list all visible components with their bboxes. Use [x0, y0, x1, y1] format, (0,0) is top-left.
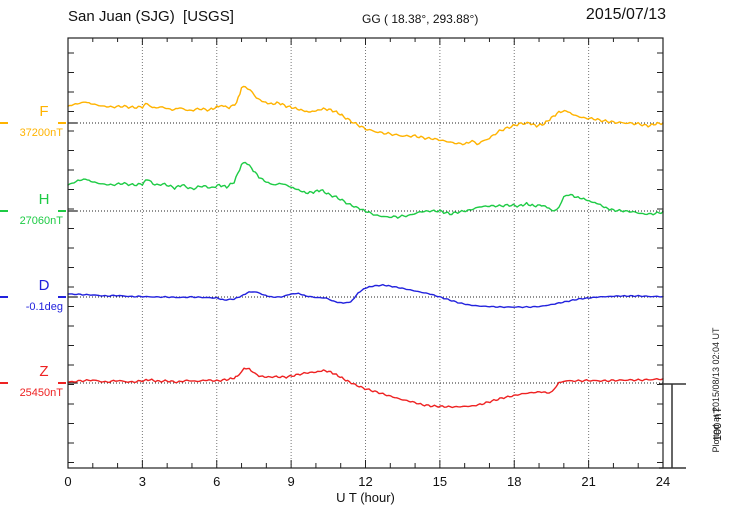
series-letter-F: F: [39, 103, 49, 120]
trace-H: [67, 161, 664, 219]
x-tick-label-18: 18: [507, 474, 521, 489]
vertical-gridlines: [141, 38, 590, 468]
series-baseline-value-D: -0.1deg: [25, 301, 63, 313]
series-letter-H: H: [38, 191, 50, 208]
x-tick-label-24: 24: [656, 474, 670, 489]
x-tick-label-3: 3: [139, 474, 146, 489]
axis-ticks: [68, 38, 663, 468]
x-tick-label-21: 21: [581, 474, 595, 489]
series-baseline-value-H: 27060nT: [19, 215, 63, 227]
date-label: 2015/07/13: [585, 6, 666, 23]
plot-frame: [67, 37, 664, 469]
x-tick-label-6: 6: [213, 474, 220, 489]
x-axis-label: U T (hour): [336, 490, 395, 505]
series-baseline-value-Z: 25450nT: [19, 387, 63, 399]
x-tick-label-15: 15: [433, 474, 447, 489]
trace-F: [67, 85, 664, 146]
series-letter-Z: Z: [39, 363, 49, 380]
scale-bar-label: 100 nT 0.5 deg: [681, 399, 724, 449]
x-tick-label-9: 9: [288, 474, 295, 489]
station-title: San Juan (SJG) [USGS]: [68, 8, 234, 25]
plotted-timestamp-note: Plotted at 2015/08/13 02:04 UT: [711, 327, 721, 453]
scale-bar: [659, 383, 686, 469]
series-letter-D: D: [38, 277, 50, 294]
trace-Z: [67, 367, 664, 409]
x-tick-label-12: 12: [358, 474, 372, 489]
x-tick-labels: 0 3 6 9 12 15 18 21 24: [64, 474, 670, 489]
x-tick-label-0: 0: [64, 474, 71, 489]
series-baseline-value-F: 37200nT: [19, 127, 63, 139]
geographic-coords-label: GG ( 18.38°, 293.88°): [362, 12, 479, 26]
trace-D: [67, 283, 664, 309]
